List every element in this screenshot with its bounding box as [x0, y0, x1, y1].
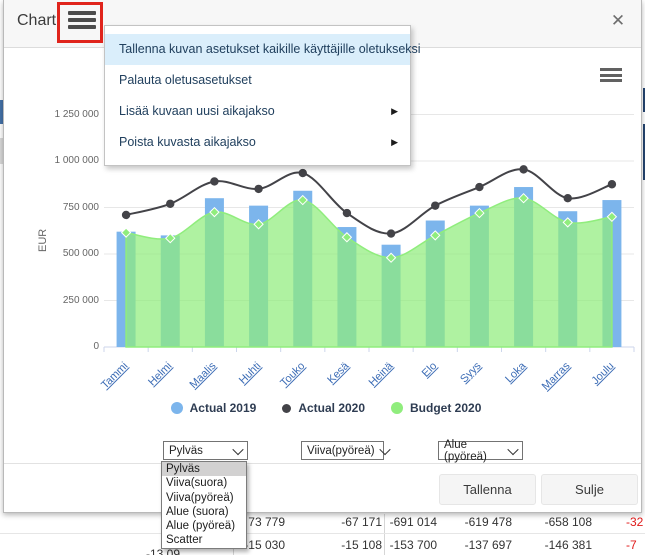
context-menu: Tallenna kuvan asetukset kaikille käyttä…: [104, 25, 411, 166]
series-type-select-2[interactable]: Viiva(pyöreä): [301, 441, 384, 460]
menu-item-label: Palauta oletusasetukset: [119, 73, 252, 87]
series-type-select-3[interactable]: Alue (pyöreä): [438, 441, 523, 460]
legend-item-actual-2019[interactable]: Actual 2019: [171, 401, 257, 415]
select-value: Viiva(pyöreä): [307, 445, 375, 457]
hamburger-bar: [600, 68, 622, 71]
legend-marker-icon: [282, 404, 291, 413]
chart-export-menu-icon[interactable]: [600, 68, 622, 84]
select-value: Alue (pyöreä): [444, 439, 503, 463]
y-axis-tick-label: 250 000: [9, 295, 99, 306]
select-value: Pylväs: [169, 445, 203, 457]
legend-item-budget-2020[interactable]: Budget 2020: [391, 401, 481, 415]
chevron-down-icon: [379, 443, 390, 454]
chevron-down-icon: [232, 443, 243, 454]
legend-label: Actual 2019: [190, 401, 257, 415]
legend-label: Budget 2020: [410, 401, 481, 415]
legend-marker-icon: [171, 402, 183, 414]
series-type-select-1[interactable]: Pylväs: [163, 441, 248, 460]
menu-item-label: Tallenna kuvan asetukset kaikille käyttä…: [119, 42, 421, 56]
close-button[interactable]: Sulje: [541, 474, 638, 505]
y-axis-tick-label: 1 250 000: [9, 109, 99, 120]
dropdown-option-viiva-pyöreä-[interactable]: Viiva(pyöreä): [162, 491, 246, 505]
legend-label: Actual 2020: [298, 401, 365, 415]
y-axis-title: EUR: [37, 229, 49, 252]
submenu-arrow-icon: ▶: [391, 96, 398, 127]
dropdown-option-viiva-suora-[interactable]: Viiva(suora): [162, 476, 246, 490]
save-button[interactable]: Tallenna: [439, 474, 536, 505]
y-axis-tick-label: 500 000: [9, 248, 99, 259]
chevron-down-icon: [507, 443, 518, 454]
hamburger-bar: [600, 79, 622, 82]
hamburger-bar: [600, 74, 622, 77]
menu-item-label: Lisää kuvaan uusi aikajakso: [119, 104, 275, 118]
menu-item-3[interactable]: Lisää kuvaan uusi aikajakso ▶: [105, 96, 410, 127]
dropdown-option-scatter[interactable]: Scatter: [162, 533, 246, 547]
y-axis-tick-label: 750 000: [9, 202, 99, 213]
menu-item-1[interactable]: Tallenna kuvan asetukset kaikille käyttä…: [105, 34, 410, 65]
legend-marker-icon: [391, 402, 403, 414]
app-page: 73 779-67 171-691 014-619 478-658 108-32…: [0, 0, 645, 555]
menu-item-2[interactable]: Palauta oletusasetukset: [105, 65, 410, 96]
dropdown-option-pylväs[interactable]: Pylväs: [162, 462, 246, 476]
submenu-arrow-icon: ▶: [391, 127, 398, 158]
dropdown-option-alue-suora-[interactable]: Alue (suora): [162, 505, 246, 519]
menu-item-label: Poista kuvasta aikajakso: [119, 135, 256, 149]
dialog-footer: Tallenna Sulje: [4, 463, 641, 512]
chart-legend: Actual 2019 Actual 2020 Budget 2020: [61, 401, 591, 415]
legend-item-actual-2020[interactable]: Actual 2020: [282, 401, 365, 415]
y-axis-tick-label: 0: [9, 341, 99, 352]
y-axis-tick-label: 1 000 000: [9, 155, 99, 166]
series-type-dropdown-list: PylväsViiva(suora)Viiva(pyöreä)Alue (suo…: [161, 461, 247, 549]
menu-item-4[interactable]: Poista kuvasta aikajakso ▶: [105, 127, 410, 158]
dropdown-option-alue-pyöreä-[interactable]: Alue (pyöreä): [162, 519, 246, 533]
